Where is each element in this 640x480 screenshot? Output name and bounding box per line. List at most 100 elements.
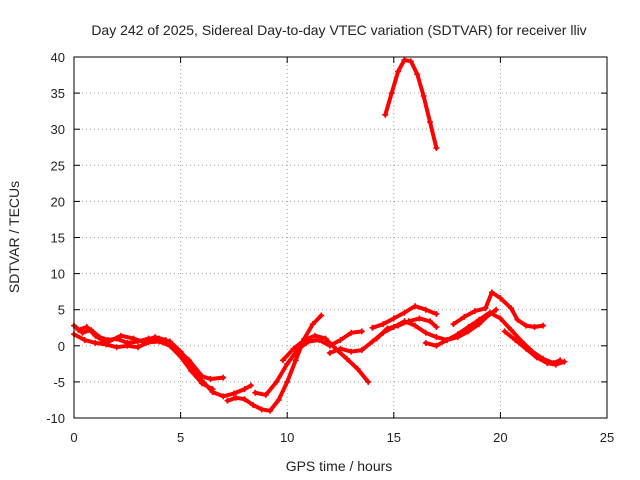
data-point (134, 344, 141, 351)
data-point (113, 344, 120, 351)
data-point (207, 376, 214, 383)
series-track-6 (279, 332, 372, 385)
data-point (358, 347, 365, 354)
data-point (267, 407, 274, 414)
data-point (412, 303, 419, 310)
data-point (247, 382, 254, 389)
data-point (365, 378, 372, 385)
y-tick-label: 30 (51, 122, 65, 137)
data-point (117, 332, 124, 339)
chart-title: Day 242 of 2025, Sidereal Day-to-day VTE… (91, 22, 586, 38)
data-point (501, 328, 508, 335)
data-point (83, 324, 90, 331)
data-point (465, 328, 472, 335)
data-point (337, 337, 344, 344)
data-point (92, 332, 99, 339)
data-point (382, 111, 389, 118)
data-point (173, 345, 180, 352)
y-tick-label: 40 (51, 50, 65, 65)
data-point (427, 318, 434, 325)
data-point (461, 313, 468, 320)
data-point (369, 338, 376, 345)
data-point (454, 334, 461, 341)
data-point (471, 308, 478, 315)
data-point (422, 329, 429, 336)
y-tick-label: 15 (51, 231, 65, 246)
data-point (390, 315, 397, 322)
data-point (540, 322, 547, 329)
data-point (493, 306, 500, 313)
data-point (188, 368, 195, 375)
data-point (522, 322, 529, 329)
data-point (262, 391, 269, 398)
data-point (416, 315, 423, 322)
data-point (92, 339, 99, 346)
data-point (198, 373, 205, 380)
data-point (497, 295, 504, 302)
data-point (395, 322, 402, 329)
data-point (233, 394, 240, 401)
data-point (388, 90, 395, 97)
data-point (279, 357, 286, 364)
data-point (292, 357, 299, 364)
series-track-9 (373, 315, 440, 342)
y-axis-title: SDTVAR / TECUs (6, 181, 22, 293)
data-point (250, 402, 257, 409)
data-point (561, 358, 568, 365)
data-point (531, 324, 538, 331)
data-point (162, 337, 169, 344)
data-point (433, 311, 440, 318)
data-point (81, 337, 88, 344)
data-point (544, 360, 551, 367)
data-point (139, 338, 146, 345)
data-point (326, 350, 333, 357)
x-axis-title: GPS time / hours (286, 458, 393, 474)
data-point (224, 397, 231, 404)
data-point (309, 321, 316, 328)
data-point (284, 378, 291, 385)
data-point (395, 68, 402, 75)
data-point (401, 56, 408, 63)
data-point (220, 393, 227, 400)
y-tick-label: 10 (51, 267, 65, 282)
data-point (241, 396, 248, 403)
data-point (508, 326, 515, 333)
data-point (358, 328, 365, 335)
x-tick-label: 0 (70, 430, 77, 445)
data-point (198, 380, 205, 387)
data-point (444, 337, 451, 344)
data-point (433, 144, 440, 151)
data-point (252, 389, 259, 396)
y-tick-label: -10 (46, 411, 65, 426)
data-point (209, 386, 216, 393)
data-point (220, 374, 227, 381)
data-point (486, 311, 493, 318)
series-line (76, 325, 226, 381)
series-track-10 (422, 306, 500, 349)
data-point (405, 318, 412, 325)
data-point (420, 92, 427, 99)
data-point (273, 378, 280, 385)
data-point (318, 312, 325, 319)
x-tick-label: 10 (280, 430, 294, 445)
data-point (301, 337, 308, 344)
data-point (380, 321, 387, 328)
data-point (422, 339, 429, 346)
y-tick-label: 5 (58, 303, 65, 318)
data-point (348, 348, 355, 355)
series-track-13 (382, 56, 440, 151)
y-tick-label: 0 (58, 339, 65, 354)
x-tick-label: 5 (177, 430, 184, 445)
data-point (508, 305, 515, 312)
grid-lines (74, 57, 607, 418)
series-line (423, 307, 499, 348)
data-point (102, 339, 109, 346)
data-point (552, 361, 559, 368)
series-track-4 (224, 312, 325, 414)
data-point (373, 335, 380, 342)
data-point (482, 305, 489, 312)
data-point (433, 342, 440, 349)
axis-ticks: 0 5 10 15 20 25 -10 -5 0 5 10 15 20 25 30 35 40 (46, 50, 614, 445)
data-point (275, 396, 282, 403)
